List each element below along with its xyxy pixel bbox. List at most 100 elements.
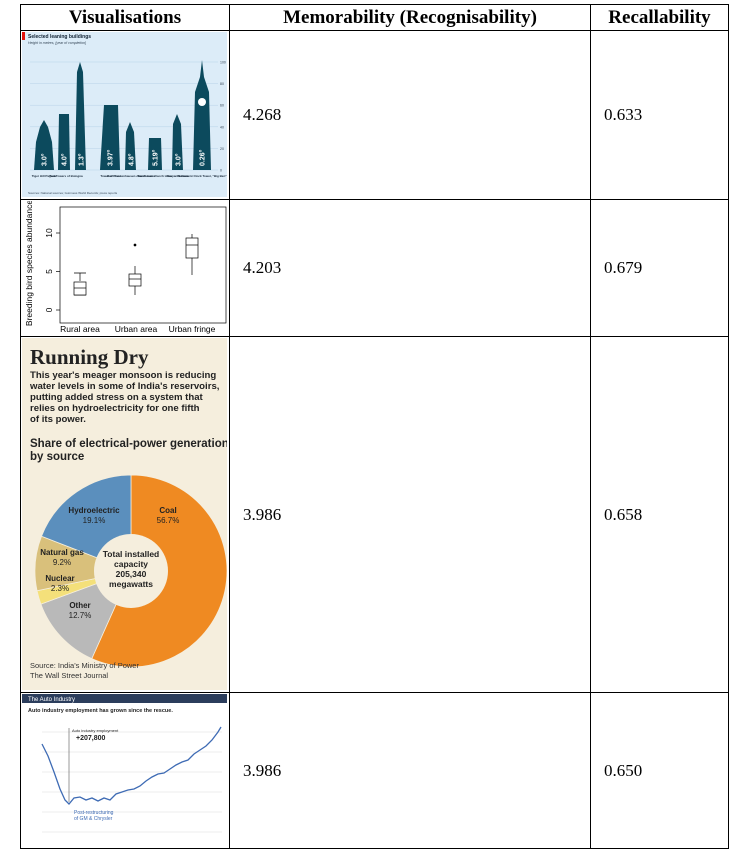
cell: Selected leaning buildings Height in met… — [20, 30, 230, 200]
angle-label: 4.8° — [128, 153, 136, 166]
memorability: 4.268 — [229, 30, 591, 200]
angle-label: 1.3° — [78, 153, 86, 166]
tick-label: 100 — [220, 61, 226, 65]
slice-name: Natural gas — [40, 548, 84, 557]
cell: Breeding bird species abundance 0 5 10 Rur… — [20, 199, 230, 337]
employment-line — [41, 726, 222, 805]
building — [172, 114, 183, 170]
tick-label: 10 — [44, 228, 54, 238]
center-hole — [94, 534, 168, 608]
recallability: 0.650 — [590, 692, 729, 849]
intro-line: This year's meager monsoon is reducing — [30, 370, 216, 381]
angle-label: 0.26° — [199, 149, 207, 166]
angle-label: 4.0° — [61, 153, 69, 166]
center-line: megawatts — [109, 579, 153, 589]
category-label: Urban area — [115, 324, 158, 334]
center-line: 205,340 — [116, 569, 147, 579]
slice-name: Nuclear — [45, 574, 74, 583]
memorability: 4.203 — [229, 199, 591, 337]
slice-label: 9.2% — [53, 558, 71, 567]
building-name: Parliament Clock Tower, "Big Ben" — [177, 174, 227, 178]
building — [34, 120, 54, 170]
angles: 3.0° 4.0° 1.3° 3.97° 4.8° 5.19° 3.0° 0.26° — [41, 149, 207, 166]
subtitle-line: by source — [30, 451, 84, 463]
building-name: Nevyansk tower — [167, 174, 191, 178]
slice-label: 19.1% — [83, 516, 106, 525]
source-line: Source: India's Ministry of Power — [30, 661, 139, 670]
building — [193, 60, 211, 170]
building — [125, 122, 136, 170]
angle-label: 3.97° — [107, 149, 115, 166]
callout: Auto industry employment — [72, 728, 119, 733]
angle-label: 3.0° — [41, 153, 49, 166]
building-name: Tiger Hill Pagoda — [32, 174, 57, 178]
slice-name: Other — [69, 601, 90, 610]
buildings — [34, 60, 211, 170]
recallability: 0.679 — [590, 199, 729, 337]
center-line: capacity — [114, 559, 148, 569]
recallability: 0.658 — [590, 336, 729, 693]
cell: The Auto Industry Auto industry employme… — [20, 692, 230, 849]
thumb-title: Running Dry — [30, 345, 149, 369]
section-bar — [22, 694, 227, 703]
row: Breeding bird species abundance 0 5 10 Rur… — [20, 199, 729, 337]
tick-label: 60 — [220, 104, 224, 108]
tick-label: 0 — [44, 307, 54, 312]
ticks: 0 5 10 — [44, 228, 60, 312]
slice-label: 2.3% — [51, 584, 69, 593]
building — [148, 138, 162, 170]
section: The Auto Industry — [28, 697, 75, 703]
leaning-buildings-thumbnail: Selected leaning buildings Height in met… — [22, 32, 227, 197]
slice-name: Hydroelectric — [68, 506, 120, 515]
header-row: Visualisations Memorability (Recognisabi… — [20, 4, 729, 31]
subtitle: Share of electrical-power generation,by … — [30, 438, 227, 463]
subtitle-line: Share of electrical-power generation, — [30, 438, 227, 450]
row: The Auto Industry Auto industry employme… — [20, 692, 729, 849]
tick-label: 0 — [220, 169, 222, 173]
tick-label: 40 — [220, 125, 224, 129]
intro-line: of its power. — [30, 414, 86, 425]
building-name: Bad Frankenhausen church tower — [107, 174, 156, 178]
tick-label: 80 — [220, 82, 224, 86]
change: +207,800 — [76, 735, 105, 742]
recallability: 0.633 — [590, 30, 729, 200]
thumb-title: Selected leaning buildings — [28, 34, 91, 40]
categories: Rural area Urban area Urban fringe — [60, 324, 216, 334]
building — [100, 105, 120, 170]
outlier — [133, 243, 137, 247]
thumb-ylabel: Breeding bird species abundance — [24, 201, 34, 326]
category-label: Urban fringe — [169, 324, 216, 334]
slice-label: 56.7% — [157, 516, 180, 525]
note: of GM & Chrysler — [74, 816, 113, 822]
header: Memorability (Recognisability) — [229, 4, 591, 31]
center-line: Total installed — [103, 549, 160, 559]
line-thumbnail: The Auto Industry Auto industry employme… — [22, 694, 227, 846]
clock — [198, 98, 206, 106]
pie-thumbnail: Running Dry This year's meager monsoon i… — [22, 338, 227, 690]
building — [58, 114, 70, 170]
background — [22, 32, 227, 197]
boxes — [73, 234, 199, 296]
category-label: Rural area — [60, 324, 100, 334]
box — [73, 281, 87, 296]
intro-line: relies on hydroelectricity for one fifth — [30, 403, 200, 414]
building-name: Suurhusen church tower — [137, 174, 173, 178]
thumb-source: Sources: National sources; Guinness Worl… — [28, 191, 118, 195]
box — [185, 237, 199, 259]
cell: Running Dry This year's meager monsoon i… — [20, 336, 230, 693]
intro-line: putting added stress on a system that — [30, 392, 204, 403]
thumb-title: Auto industry employment has grown since… — [28, 708, 173, 714]
box — [128, 273, 142, 287]
results-table: Visualisations Memorability (Recognisabi… — [20, 4, 729, 849]
plot-frame — [59, 206, 227, 324]
intro: This year's meager monsoon is reducingwa… — [29, 370, 220, 425]
boxplot-thumbnail: Breeding bird species abundance 0 5 10 Rur… — [24, 201, 227, 334]
intro-line: water levels in some of India's reservoi… — [29, 381, 220, 392]
angle-label: 3.0° — [175, 153, 183, 166]
angle-label: 5.19° — [152, 149, 160, 166]
grid — [42, 731, 222, 833]
